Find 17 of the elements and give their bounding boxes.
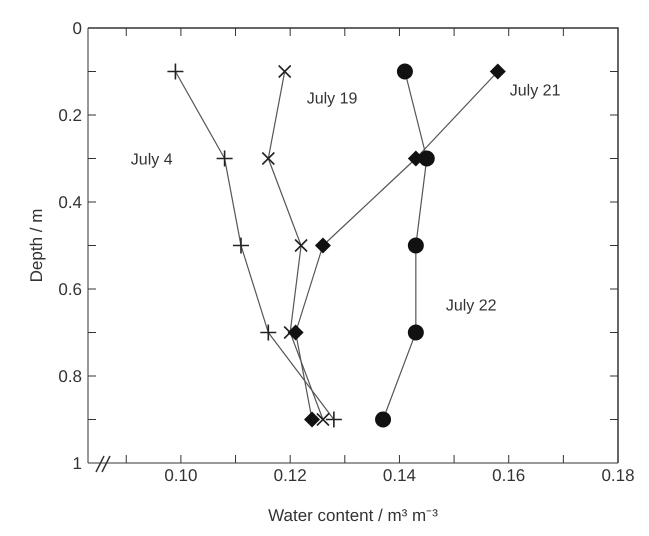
- x-tick-label: 0.10: [164, 466, 198, 486]
- series-label: July 19: [306, 90, 358, 108]
- series-label: July 22: [446, 298, 497, 314]
- y-tick-label: 0.8: [58, 367, 82, 386]
- x-tick-label: 0.16: [492, 466, 526, 486]
- y-tick-label: 0.4: [58, 193, 82, 212]
- y-tick-label: 0.2: [58, 106, 82, 126]
- x-tick-label: 0.18: [601, 466, 635, 486]
- x-tick-label: 0.14: [382, 466, 416, 486]
- y-axis-title: Depth / m: [27, 208, 46, 282]
- x-axis-title: Water content / m³ m⁻³: [268, 506, 438, 525]
- text: July 4: [130, 152, 173, 168]
- series-label: July 21: [510, 82, 561, 100]
- x-tick-label: 0.12: [274, 466, 307, 486]
- y-tick-label: 0: [72, 19, 82, 38]
- y-tick-label: 1: [72, 454, 82, 474]
- y-tick-label: 0.6: [58, 280, 82, 300]
